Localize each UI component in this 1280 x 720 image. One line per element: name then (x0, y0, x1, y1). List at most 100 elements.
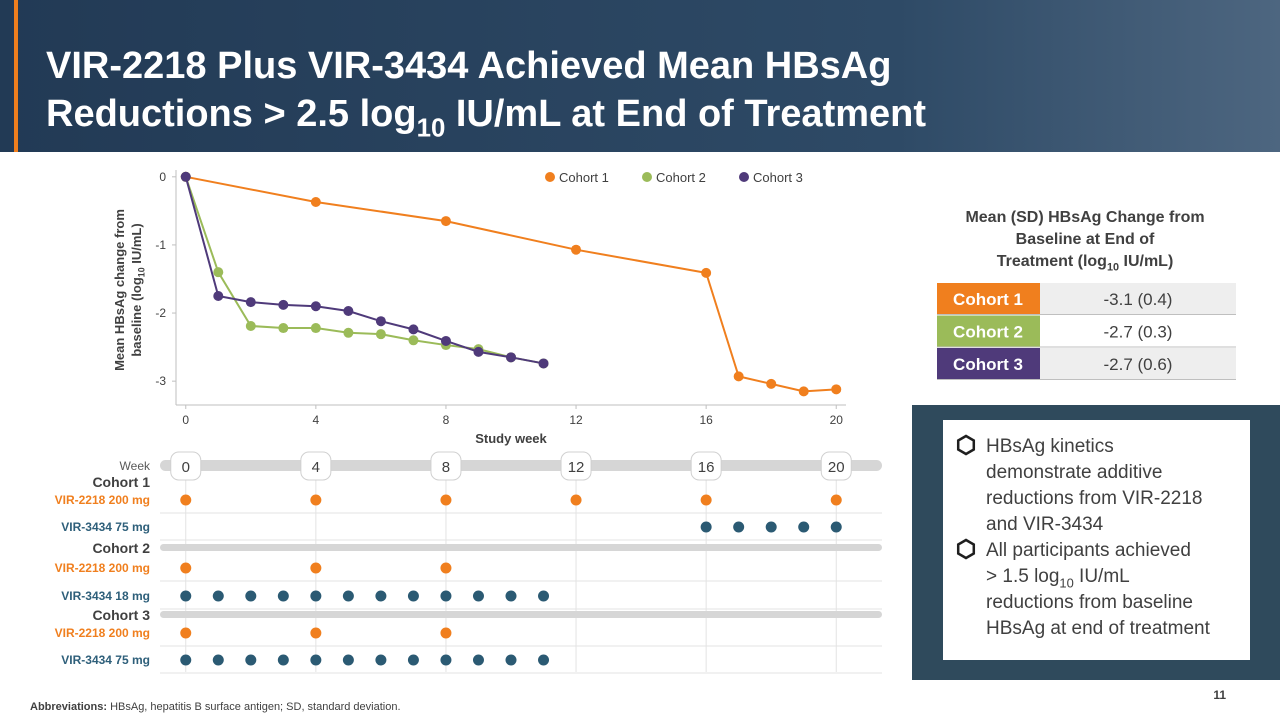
legend-marker (739, 172, 749, 182)
subscript: 10 (1107, 261, 1119, 273)
data-point (571, 244, 582, 255)
bullet-text: HBsAg at end of treatment (986, 618, 1211, 639)
table-label-cell (937, 315, 1040, 347)
callout-box (943, 420, 1250, 660)
data-point (408, 335, 419, 346)
dose-dot (505, 590, 517, 602)
header-accent (14, 0, 18, 152)
table-label: Cohort 1 (953, 290, 1023, 309)
data-point (701, 267, 712, 278)
x-tick-label: 12 (569, 413, 583, 427)
week-tick-box (690, 451, 722, 481)
dose-dot (245, 590, 257, 602)
dose-dot (830, 494, 842, 506)
week-tick-box (300, 451, 332, 481)
dose-dot (440, 654, 452, 666)
dose-dot (180, 562, 192, 574)
cohort-bar (160, 611, 882, 618)
data-point (375, 329, 386, 340)
week-tick-label: 16 (698, 459, 715, 476)
bullet-text: and VIR-3434 (986, 514, 1104, 535)
dose-dot (212, 590, 224, 602)
legend-label: Cohort 1 (559, 170, 609, 185)
dose-dot (310, 590, 322, 602)
week-tick-label: 20 (828, 459, 845, 476)
dose-dot (440, 562, 452, 574)
week-tick-label: 0 (182, 459, 190, 476)
week-tick-box (170, 451, 202, 481)
legend-label: Cohort 3 (753, 170, 803, 185)
dose-dot (212, 654, 224, 666)
week-tick-label: 4 (312, 459, 320, 476)
bullet-text: reductions from VIR-2218 (986, 488, 1203, 509)
legend-marker (545, 172, 555, 182)
y-tick-label: 0 (159, 170, 166, 184)
dose-dot (342, 590, 354, 602)
data-point (213, 291, 224, 302)
bullet-icon (956, 538, 976, 560)
table-cell (1040, 315, 1236, 347)
dose-dot (245, 654, 257, 666)
dose-label: VIR-2218 200 mg (55, 561, 150, 575)
table-label: Cohort 2 (953, 323, 1023, 342)
data-point (278, 299, 289, 310)
x-tick-label: 4 (313, 413, 320, 427)
data-point (733, 371, 744, 382)
dose-dot (700, 494, 712, 506)
dose-dot (407, 654, 419, 666)
dose-dot (538, 590, 550, 602)
dose-dot (505, 654, 517, 666)
data-point (245, 320, 256, 331)
table-cell (1040, 283, 1236, 314)
x-tick-label: 0 (182, 413, 189, 427)
dose-label: VIR-3434 18 mg (61, 589, 150, 603)
table-title: Mean (SD) HBsAg Change from (965, 209, 1204, 226)
data-point (766, 378, 777, 389)
x-tick-label: 20 (830, 413, 844, 427)
data-point (180, 171, 191, 182)
dose-dot (342, 654, 354, 666)
week-label: Week (120, 459, 151, 473)
text-part: IU/mL) (1119, 253, 1173, 270)
y-axis-title: baseline (log10 IU/mL) (129, 223, 147, 356)
data-point (310, 301, 321, 312)
footnote: Abbreviations: HBsAg, hepatitis B surfac… (30, 701, 401, 713)
slide-title: Reductions > 2.5 log10 IU/mL at End of T… (46, 93, 926, 143)
slide-title: VIR-2218 Plus VIR-3434 Achieved Mean HBs… (46, 45, 891, 87)
table-value: -2.7 (0.6) (1104, 355, 1173, 374)
bullet-text: demonstrate additive (986, 462, 1162, 483)
data-point (506, 352, 516, 363)
dose-label: VIR-3434 75 mg (61, 653, 150, 667)
dose-dot (407, 590, 419, 602)
cohort-bar (160, 544, 882, 551)
data-point (343, 306, 354, 316)
text-part: IU/mL (1074, 566, 1130, 587)
data-point (440, 216, 451, 227)
subscript: 10 (417, 115, 446, 143)
data-point (831, 384, 842, 395)
dose-label: VIR-2218 200 mg (55, 626, 150, 640)
legend-marker (642, 172, 652, 182)
week-tick-box (560, 451, 592, 481)
dose-dot (310, 562, 322, 574)
week-tick-label: 12 (568, 459, 585, 476)
data-point (798, 386, 809, 397)
dose-dot (277, 590, 289, 602)
data-point (310, 197, 321, 208)
cohort-label: Cohort 3 (92, 607, 150, 623)
dose-dot (440, 590, 452, 602)
y-tick-label: -3 (155, 374, 166, 388)
dose-dot (570, 494, 582, 506)
dose-dot (830, 521, 842, 533)
table-value: -3.1 (0.4) (1104, 290, 1173, 309)
footnote-text: HBsAg, hepatitis B surface antigen; SD, … (107, 701, 401, 713)
bullet-text: HBsAg kinetics (986, 436, 1114, 457)
data-point (375, 316, 386, 327)
dose-dot (765, 521, 777, 533)
y-tick-label: -2 (155, 306, 166, 320)
week-bar (160, 460, 882, 471)
y-axis-title: Mean HBsAg change from (112, 209, 127, 371)
dose-dot (180, 590, 192, 602)
x-tick-label: 8 (443, 413, 450, 427)
